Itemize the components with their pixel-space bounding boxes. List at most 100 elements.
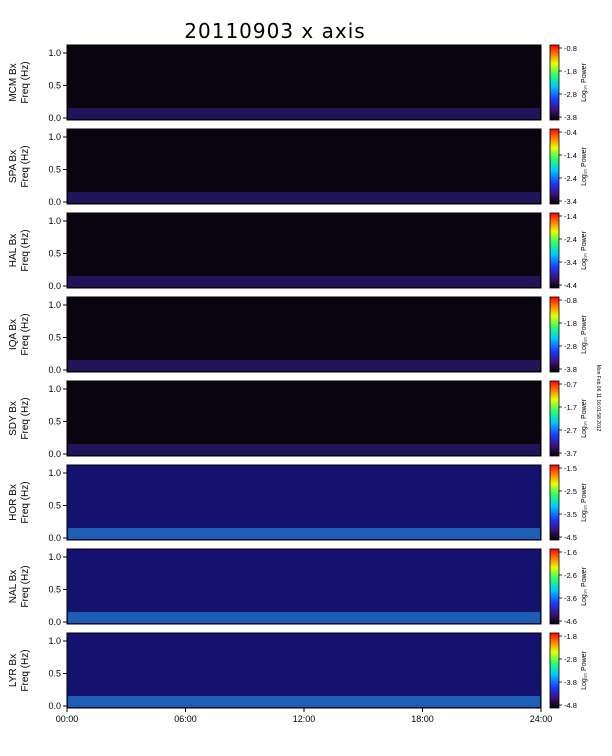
low-freq-band	[68, 696, 540, 707]
panel-mcm: 0.0 0.5 1.0 MCM Bx Freq (Hz) -0.8 -1.8 -2.8 -3.8…	[8, 44, 588, 123]
y-tick-label: 0.0	[48, 533, 61, 543]
colorbar-tick-label: -3.5	[564, 510, 577, 519]
y-tick-label: 0.5	[48, 333, 61, 343]
colorbar-tick-label: -0.7	[564, 380, 577, 389]
y-tick-label: 1.0	[48, 132, 61, 142]
colorbar-tick-label: -4.4	[564, 281, 577, 290]
colorbar-tick-label: -1.4	[564, 151, 577, 160]
colorbar-tick-label: -1.8	[564, 632, 577, 641]
y-tick-label: 1.0	[48, 552, 61, 562]
colorbar-tick-label: -3.8	[564, 113, 577, 122]
colorbar-tick-label: -0.8	[564, 296, 577, 305]
spectrogram-area	[66, 380, 542, 457]
figure-title: 20110903 x axis	[184, 19, 365, 43]
station-label: HOR Bx	[8, 484, 19, 521]
freq-axis-label: Freq (Hz)	[20, 145, 31, 187]
colorbar-tick-label: -4.8	[564, 701, 577, 710]
freq-axis-label: Freq (Hz)	[20, 229, 31, 271]
colorbar-tick-label: -2.8	[564, 342, 577, 351]
colorbar-tick-label: -2.7	[564, 426, 577, 435]
station-label: LYR Bx	[8, 654, 19, 687]
y-tick-label: 1.0	[48, 636, 61, 646]
colorbar	[549, 44, 560, 121]
colorbar-tick-label: -3.8	[564, 365, 577, 374]
y-tick-label: 0.5	[48, 585, 61, 595]
station-label: IQA Bx	[8, 319, 19, 350]
low-freq-band	[68, 528, 540, 539]
colorbar	[549, 632, 560, 709]
colorbar-label: Log₁₀ Power	[581, 146, 588, 185]
x-tick-label: 12:00	[293, 714, 316, 724]
colorbar-tick-label: -0.4	[564, 128, 577, 137]
panel-spa: 0.0 0.5 1.0 SPA Bx Freq (Hz) -0.4 -1.4 -2.4 -3.4…	[8, 128, 588, 207]
y-tick-label: 0.0	[48, 701, 61, 711]
x-tick-label: 24:00	[530, 714, 553, 724]
x-tick-label: 18:00	[411, 714, 434, 724]
low-freq-band	[68, 612, 540, 623]
panel-sdy: 0.0 0.5 1.0 SDY Bx Freq (Hz) -0.7 -1.7 -2.7 -3.7…	[8, 380, 588, 459]
x-tick-label: 06:00	[174, 714, 197, 724]
station-label: SDY Bx	[8, 401, 19, 436]
spectrogram-area	[66, 44, 542, 121]
spectrogram-area	[66, 464, 542, 541]
low-freq-band	[68, 444, 540, 455]
colorbar-tick-label: -3.7	[564, 449, 577, 458]
station-label: NAL Bx	[8, 570, 19, 604]
spectrogram-area	[66, 548, 542, 625]
low-freq-band	[68, 108, 540, 119]
colorbar-label: Log₁₀ Power	[581, 482, 588, 521]
panel-lyr: 0.0 0.5 1.0 LYR Bx Freq (Hz) -1.8 -2.8 -3.8 -4.8…	[8, 632, 588, 711]
y-tick-label: 1.0	[48, 468, 61, 478]
spectrogram-area	[66, 212, 542, 289]
panel-iqa: 0.0 0.5 1.0 IQA Bx Freq (Hz) -0.8 -1.8 -2.8 -3.8…	[8, 296, 588, 375]
freq-axis-label: Freq (Hz)	[20, 565, 31, 607]
colorbar	[549, 212, 560, 289]
freq-axis-label: Freq (Hz)	[20, 61, 31, 103]
y-tick-label: 0.5	[48, 81, 61, 91]
freq-axis-label: Freq (Hz)	[20, 481, 31, 523]
low-freq-band	[68, 276, 540, 287]
y-tick-label: 1.0	[48, 384, 61, 394]
colorbar-tick-label: -1.4	[564, 212, 577, 221]
colorbar-label: Log₁₀ Power	[581, 398, 588, 437]
freq-axis-label: Freq (Hz)	[20, 397, 31, 439]
colorbar-label: Log₁₀ Power	[581, 230, 588, 269]
colorbar-tick-label: -4.5	[564, 533, 577, 542]
colorbar-tick-label: -2.4	[564, 174, 577, 183]
panel-hal: 0.0 0.5 1.0 HAL Bx Freq (Hz) -1.4 -2.4 -3.4 -4.4…	[8, 212, 588, 291]
y-tick-label: 0.0	[48, 617, 61, 627]
colorbar-label: Log₁₀ Power	[581, 62, 588, 101]
colorbar-tick-label: -4.6	[564, 617, 577, 626]
time-axis: 00:00 06:00 12:00 18:00 24:00	[56, 708, 553, 724]
y-tick-label: 0.0	[48, 197, 61, 207]
freq-axis-label: Freq (Hz)	[20, 649, 31, 691]
colorbar-tick-label: -3.8	[564, 678, 577, 687]
y-tick-label: 0.0	[48, 449, 61, 459]
y-tick-label: 0.5	[48, 417, 61, 427]
colorbar-tick-label: -3.4	[564, 197, 577, 206]
y-tick-label: 0.0	[48, 281, 61, 291]
colorbar-tick-label: -2.8	[564, 655, 577, 664]
y-tick-label: 0.0	[48, 113, 61, 123]
freq-axis-label: Freq (Hz)	[20, 313, 31, 355]
colorbar-tick-label: -2.5	[564, 487, 577, 496]
colorbar-label: Log₁₀ Power	[581, 650, 588, 689]
spectrogram-area	[66, 128, 542, 205]
y-tick-label: 0.5	[48, 669, 61, 679]
colorbar	[549, 548, 560, 625]
colorbar-label: Log₁₀ Power	[581, 314, 588, 353]
y-tick-label: 1.0	[48, 216, 61, 226]
y-tick-label: 0.5	[48, 501, 61, 511]
colorbar-tick-label: -1.8	[564, 319, 577, 328]
colorbar-tick-label: -3.4	[564, 258, 577, 267]
y-tick-label: 1.0	[48, 300, 61, 310]
colorbar	[549, 128, 560, 205]
colorbar-tick-label: -1.5	[564, 464, 577, 473]
low-freq-band	[68, 192, 540, 203]
side-note-text: Mon Feb 06 11 16:01:58 2012	[595, 365, 601, 432]
colorbar-tick-label: -2.6	[564, 571, 577, 580]
y-tick-label: 1.0	[48, 48, 61, 58]
colorbar-tick-label: -2.8	[564, 90, 577, 99]
station-label: HAL Bx	[8, 234, 19, 268]
